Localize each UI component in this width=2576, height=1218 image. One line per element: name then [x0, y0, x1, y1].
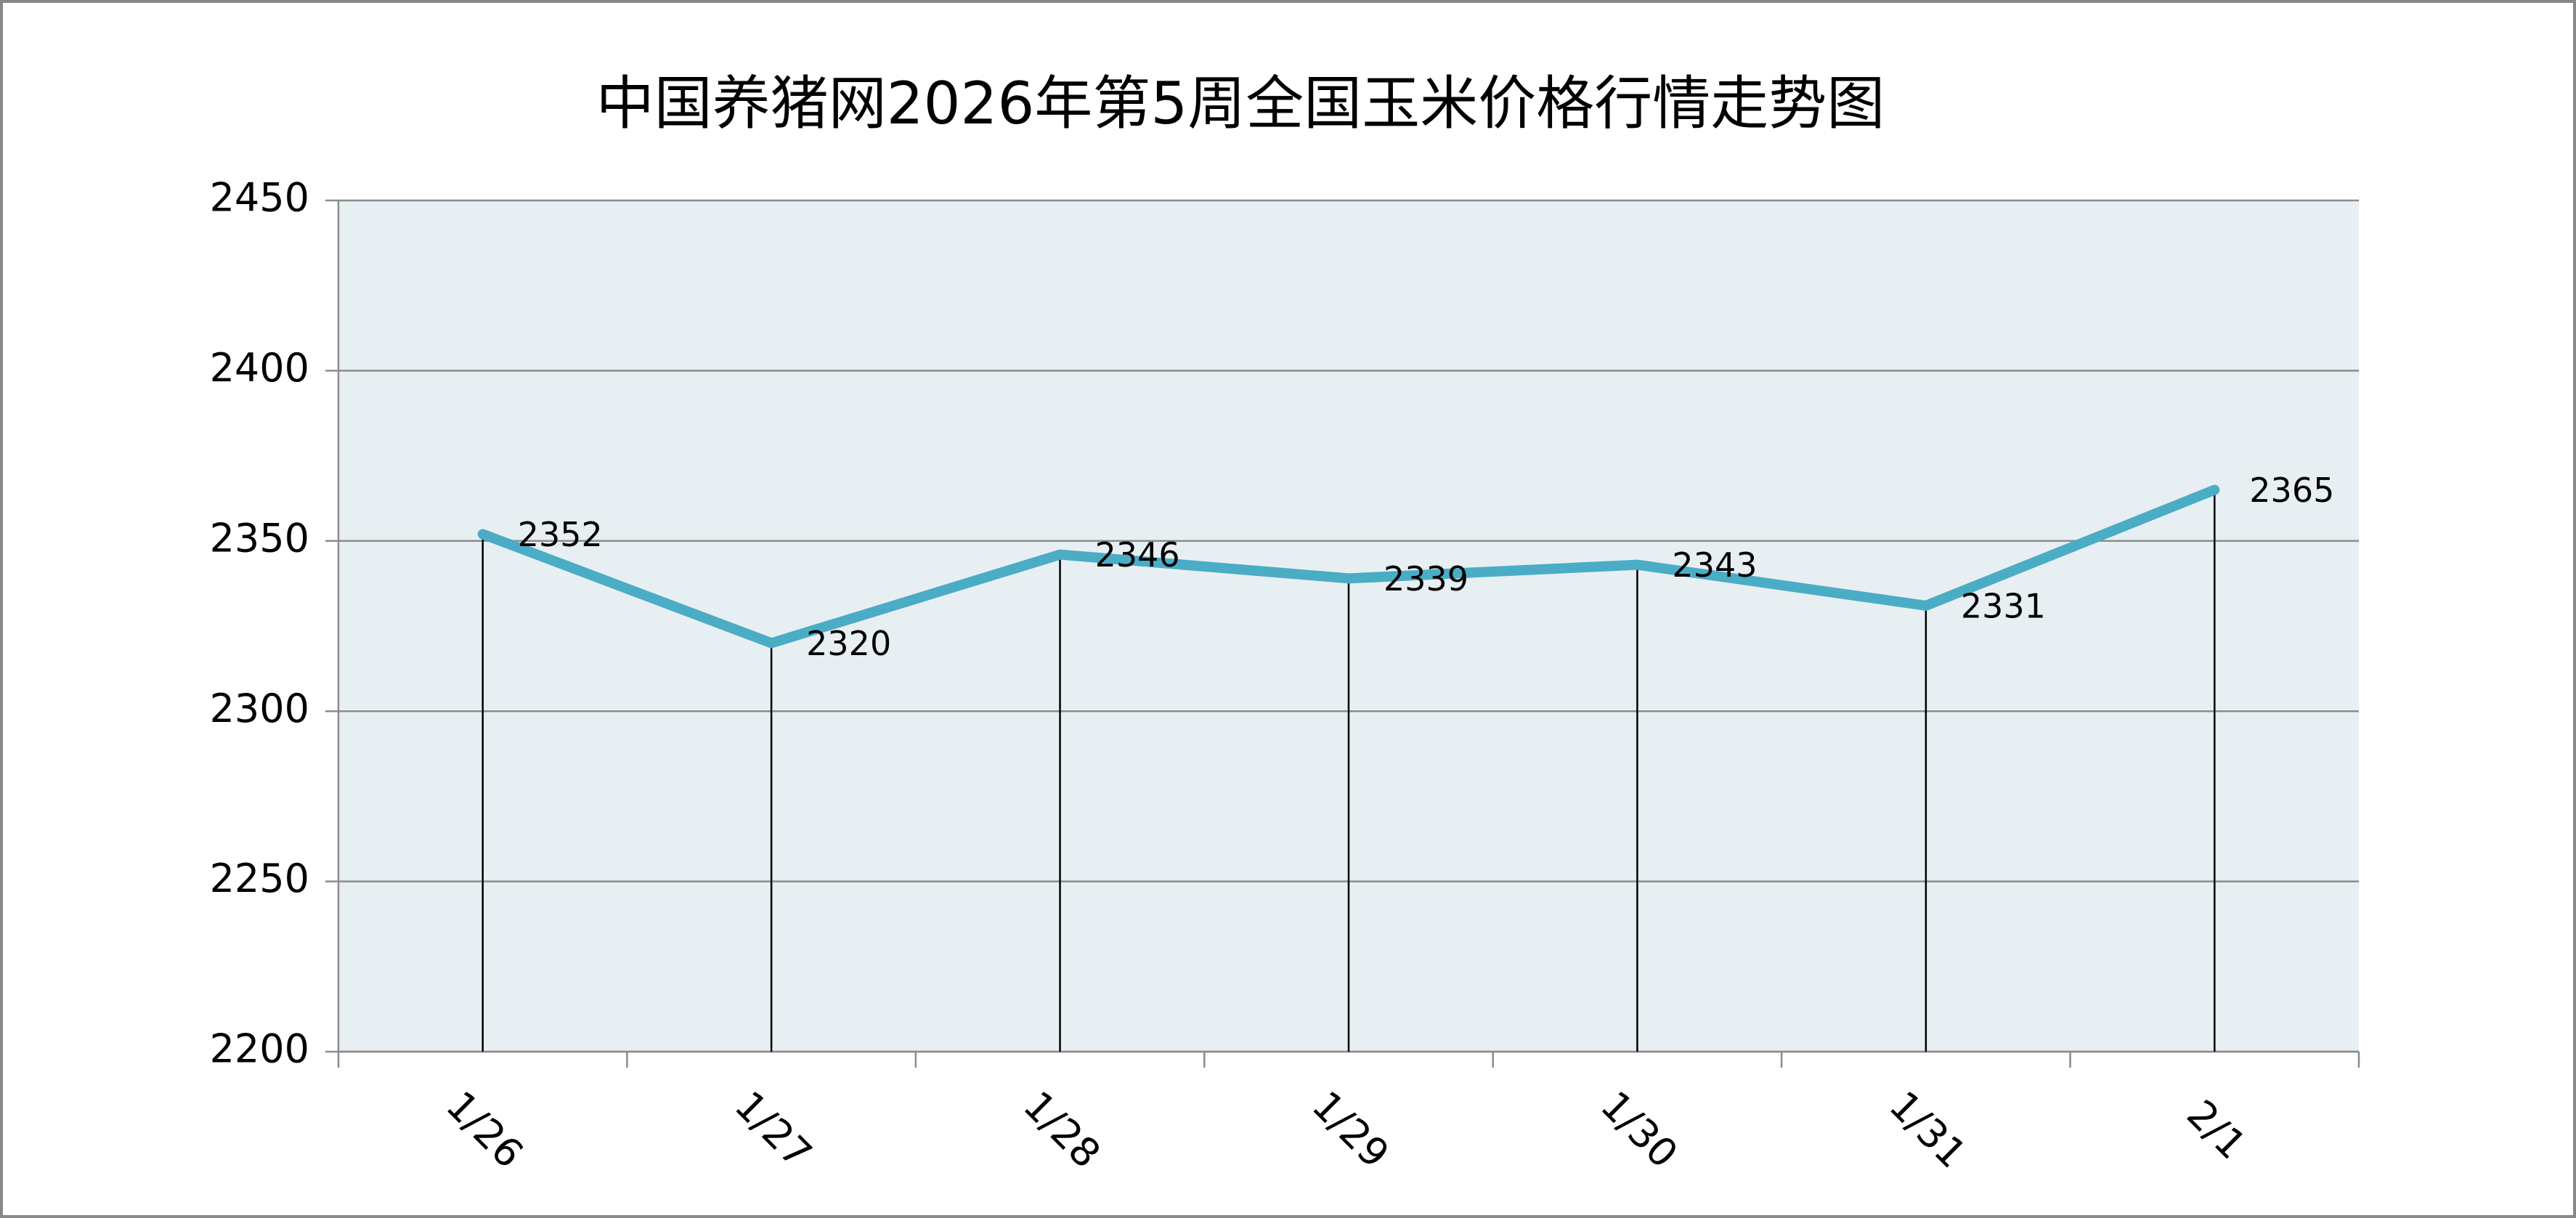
y-tick-label: 2200: [210, 1026, 309, 1072]
series-line: [477, 484, 2220, 649]
data-label: 2320: [806, 624, 891, 663]
data-label: 2331: [1961, 586, 2046, 625]
data-label: 2346: [1095, 535, 1180, 575]
chart-title: 中国养猪网2026年第5周全国玉米价格行情走势图: [596, 70, 1885, 137]
y-tick-label: 2350: [210, 515, 309, 561]
y-tick-label: 2250: [210, 856, 309, 901]
y-tick-label: 2300: [210, 686, 309, 731]
y-tick-label: 2450: [210, 175, 309, 221]
data-label: 2343: [1672, 545, 1757, 585]
data-label: 2365: [2249, 471, 2334, 510]
data-label: 2339: [1384, 559, 1468, 598]
data-label: 2352: [518, 515, 603, 554]
y-tick-label: 2400: [210, 345, 309, 391]
